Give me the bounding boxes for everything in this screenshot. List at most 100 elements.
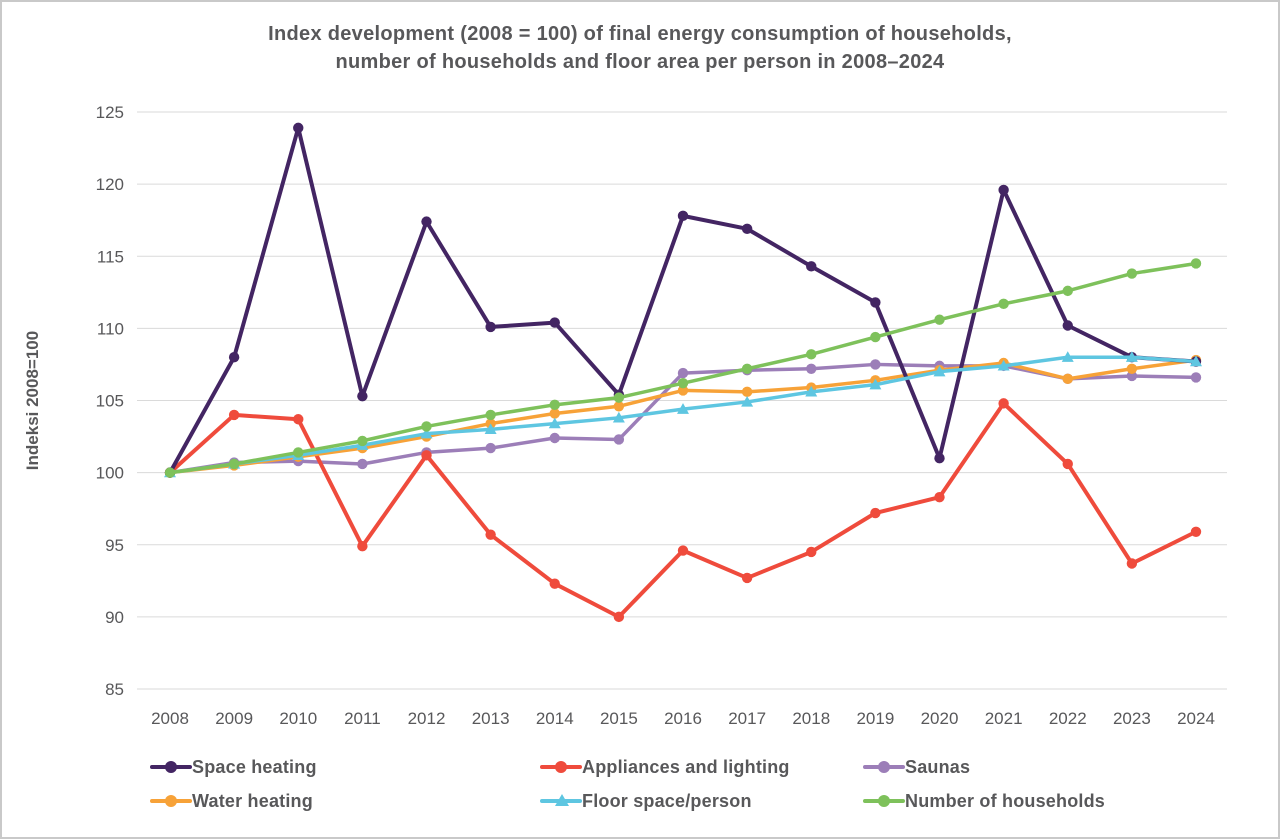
- chart-title-line2: number of households and floor area per …: [335, 51, 945, 73]
- series-point-appliances-and-lighting-2020: [934, 491, 945, 503]
- y-tick-label-95: 95: [105, 536, 124, 555]
- series-point-water-heating-2022: [1062, 373, 1073, 385]
- legend-item-floor-space-person: Floor space/person: [540, 789, 863, 813]
- x-tick-label-2024: 2024: [1177, 709, 1215, 728]
- series-point-appliances-and-lighting-2023: [1126, 558, 1138, 569]
- series-point-space-heating-2011: [357, 390, 368, 402]
- series-point-appliances-and-lighting-2019: [870, 507, 881, 519]
- series-point-number-of-households-2010: [293, 447, 304, 458]
- series-line-space-heating: [168, 125, 1198, 475]
- series-point-number-of-households-2024: [1190, 258, 1202, 269]
- legend-marker-floor-space-person: [540, 789, 582, 813]
- series-point-number-of-households-2022: [1062, 285, 1073, 297]
- series-point-appliances-and-lighting-2013: [485, 529, 496, 540]
- x-tick-label-2013: 2013: [472, 709, 510, 728]
- x-tick-label-2015: 2015: [600, 709, 638, 728]
- legend-label-appliances-and-lighting: Appliances and lighting: [582, 756, 790, 777]
- series-point-saunas-2016: [677, 367, 689, 379]
- series-point-floor-space-person-2015: [612, 411, 625, 423]
- series-point-appliances-and-lighting-2015: [613, 611, 625, 623]
- series-point-floor-space-person-2017: [741, 395, 754, 407]
- legend-label-saunas: Saunas: [905, 756, 971, 777]
- y-tick-label-115: 115: [97, 247, 124, 266]
- series-point-number-of-households-2009: [228, 458, 240, 470]
- series-point-water-heating-2016: [677, 385, 689, 396]
- series-point-space-heating-2013: [485, 321, 496, 333]
- x-tick-label-2012: 2012: [408, 709, 446, 728]
- series-point-space-heating-2021: [998, 184, 1009, 196]
- legend-dot-icon: [878, 761, 890, 773]
- y-axis-title: Indeksi 2008=100: [23, 331, 42, 470]
- legend-item-saunas: Saunas: [863, 755, 970, 779]
- series-point-appliances-and-lighting-2012: [421, 450, 432, 461]
- series-point-appliances-and-lighting-2022: [1062, 458, 1073, 470]
- series-point-number-of-households-2015: [613, 392, 625, 403]
- x-tick-label-2014: 2014: [536, 709, 574, 728]
- chart-legend: Space heating Appliances and lighting Saun…: [150, 755, 1210, 813]
- legend-dot-icon: [165, 795, 177, 807]
- legend-marker-appliances-and-lighting: [540, 755, 582, 779]
- series-point-number-of-households-2023: [1126, 268, 1138, 279]
- series-point-number-of-households-2020: [934, 314, 945, 325]
- legend-marker-number-of-households: [863, 789, 905, 813]
- series-point-appliances-and-lighting-2021: [998, 398, 1009, 409]
- series-line-appliances-and-lighting: [168, 401, 1198, 619]
- series-point-appliances-and-lighting-2024: [1190, 526, 1202, 537]
- chart-title-line1: Index development (2008 = 100) of final …: [268, 23, 1012, 45]
- legend-marker-saunas: [863, 755, 905, 779]
- series-point-floor-space-person-2012: [420, 427, 433, 439]
- legend-dot-icon: [878, 795, 890, 807]
- series-point-number-of-households-2019: [870, 331, 881, 343]
- series-point-floor-space-person-2019: [869, 378, 882, 390]
- series-point-water-heating-2023: [1126, 363, 1138, 374]
- series-point-floor-space-person-2021: [997, 359, 1010, 371]
- series-point-appliances-and-lighting-2017: [741, 572, 753, 584]
- series-point-number-of-households-2011: [357, 435, 368, 447]
- series-point-saunas-2024: [1190, 372, 1202, 383]
- series-point-appliances-and-lighting-2018: [806, 546, 817, 558]
- series-point-floor-space-person-2020: [933, 365, 946, 377]
- y-tick-label-110: 110: [97, 319, 124, 338]
- series-point-space-heating-2022: [1062, 320, 1073, 331]
- legend-item-water-heating: Water heating: [150, 789, 540, 813]
- series-point-space-heating-2016: [677, 210, 689, 222]
- series-point-saunas-2023: [1126, 370, 1138, 382]
- series-point-space-heating-2018: [806, 261, 817, 272]
- x-tick-label-2023: 2023: [1113, 709, 1151, 728]
- legend-item-space-heating: Space heating: [150, 755, 540, 779]
- legend-label-floor-space-person: Floor space/person: [582, 790, 752, 811]
- series-point-number-of-households-2008: [164, 467, 176, 478]
- y-tick-label-90: 90: [105, 608, 124, 627]
- legend-marker-space-heating: [150, 755, 192, 779]
- series-point-floor-space-person-2013: [484, 423, 497, 435]
- legend-marker-water-heating: [150, 789, 192, 813]
- y-tick-label-105: 105: [96, 392, 124, 411]
- x-tick-label-2019: 2019: [856, 709, 894, 728]
- legend-label-space-heating: Space heating: [192, 756, 317, 777]
- series-point-saunas-2019: [870, 359, 881, 370]
- legend-row-2: Water heating Floor space/person Number of…: [150, 789, 1210, 813]
- series-point-saunas-2013: [485, 442, 496, 454]
- series-point-number-of-households-2014: [549, 399, 560, 411]
- series-point-floor-space-person-2022: [1061, 351, 1074, 362]
- x-tick-label-2020: 2020: [921, 709, 959, 728]
- series-point-space-heating-2009: [228, 352, 240, 363]
- series-point-space-heating-2014: [549, 317, 560, 328]
- series-point-appliances-and-lighting-2011: [357, 540, 368, 552]
- legend-item-number-of-households: Number of households: [863, 789, 1105, 813]
- x-tick-label-2009: 2009: [215, 709, 253, 728]
- series-point-floor-space-person-2018: [805, 385, 818, 397]
- series-point-saunas-2014: [549, 432, 560, 444]
- series-point-appliances-and-lighting-2014: [549, 578, 560, 589]
- y-tick-label-125: 125: [96, 103, 124, 122]
- x-tick-label-2018: 2018: [792, 709, 830, 728]
- series-point-saunas-2011: [357, 458, 368, 470]
- series-point-saunas-2015: [613, 434, 625, 445]
- series-point-space-heating-2010: [293, 122, 304, 134]
- x-tick-label-2010: 2010: [279, 709, 317, 728]
- series-point-space-heating-2020: [934, 453, 945, 464]
- series-point-number-of-households-2017: [741, 363, 753, 374]
- chart-title: Index development (2008 = 100) of final …: [2, 20, 1278, 76]
- legend-triangle-icon: [555, 794, 569, 806]
